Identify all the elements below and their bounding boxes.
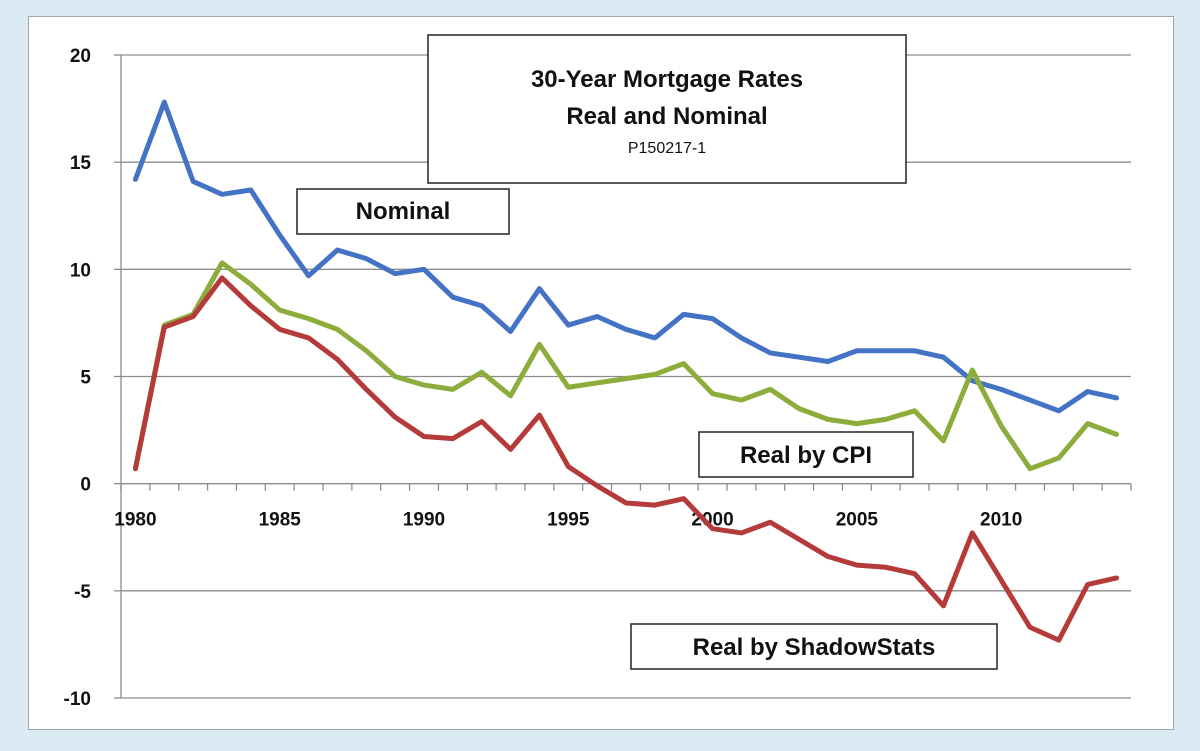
series-line-real-by-cpi <box>132 260 1120 472</box>
series-line-real-by-shadowstats <box>132 275 1120 643</box>
series-lines <box>132 99 1120 643</box>
y-tick-label: 10 <box>70 260 91 281</box>
label-box-nominal: Nominal <box>296 188 510 235</box>
y-axis-tick-labels: -10 -5 0 5 10 15 20 <box>64 46 92 710</box>
x-tick-label: 1990 <box>403 510 445 531</box>
x-tick-label: 2005 <box>836 510 879 531</box>
label-box-real-by-cpi: Real by CPI <box>698 431 914 478</box>
x-axis-tick-labels: 1980 1985 1990 1995 2000 2005 2010 <box>114 510 1022 531</box>
chart-id: P150217-1 <box>628 140 706 157</box>
x-tick-label: 1980 <box>114 510 156 531</box>
title-box: 30-Year Mortgage Rates Real and Nominal … <box>427 34 907 184</box>
x-tick-label: 1985 <box>259 510 302 531</box>
x-tick-label: 2010 <box>980 510 1022 531</box>
y-tick-label: 0 <box>80 475 91 496</box>
chart-title: 30-Year Mortgage Rates <box>531 66 803 93</box>
chart-subtitle: Real and Nominal <box>566 103 767 130</box>
label-box-real-by-shadowstats: Real by ShadowStats <box>630 623 998 670</box>
series-label-real-by-cpi: Real by CPI <box>740 442 872 469</box>
series-label-real-by-shadowstats: Real by ShadowStats <box>693 634 936 661</box>
y-tick-label: -10 <box>64 689 91 710</box>
y-tick-label: 5 <box>80 368 91 389</box>
series-label-nominal: Nominal <box>356 198 451 225</box>
y-tick-label: 20 <box>70 46 91 67</box>
x-tick-label: 1995 <box>547 510 590 531</box>
y-tick-label: 15 <box>70 153 92 174</box>
series-line-nominal <box>132 99 1120 414</box>
chart-frame: -10 -5 0 5 10 15 20 1980 1985 1990 1995 2000 2005 20… <box>28 16 1174 730</box>
axes <box>114 54 1132 699</box>
y-tick-label: -5 <box>74 582 91 603</box>
